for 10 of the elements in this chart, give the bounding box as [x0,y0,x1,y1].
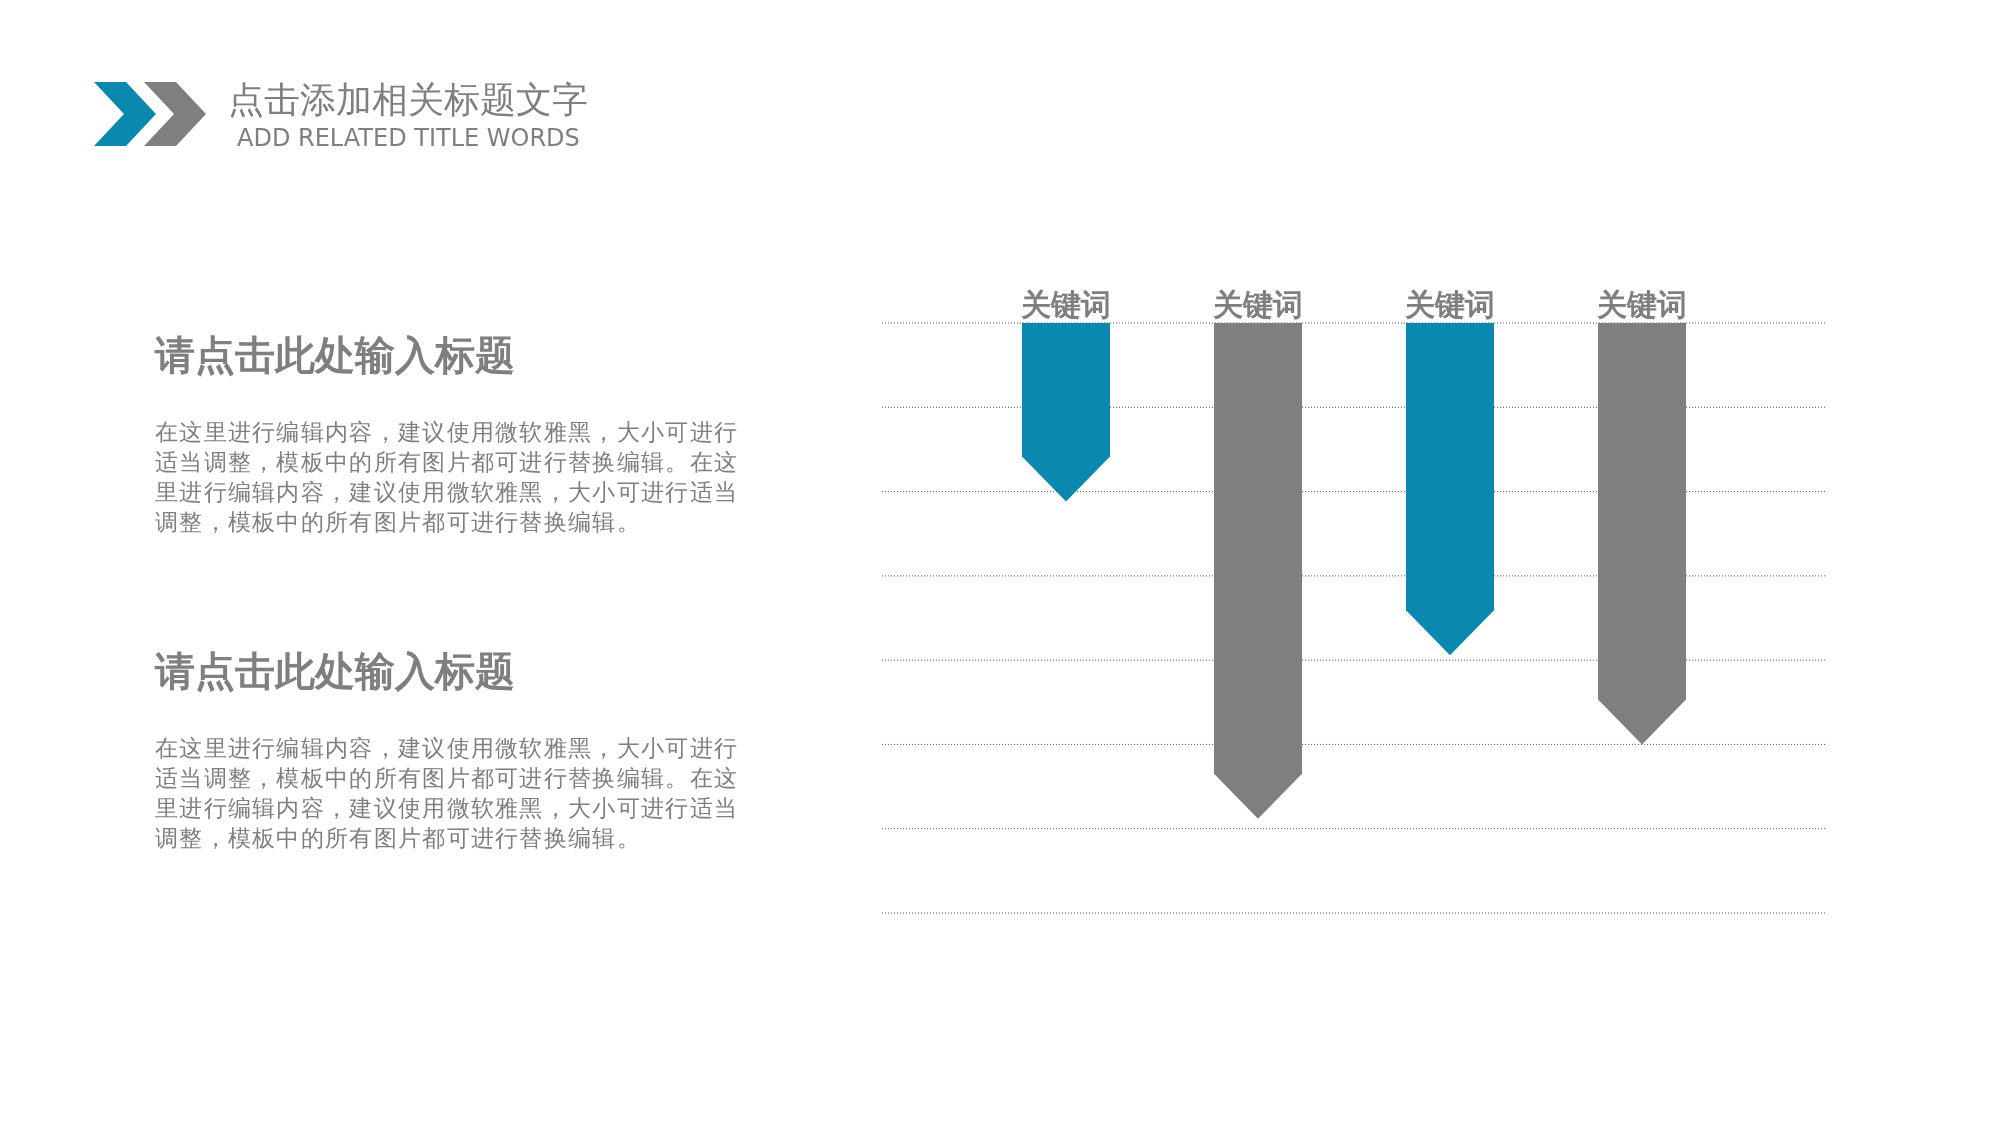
x-tick-label: 关键词 [1020,287,1111,322]
text: 点击添加相关标题文字 [228,78,588,122]
text: 在这里进行编辑内容，建议使用微软雅黑，大小可进行适当调整，模板中的所有图片都可进行替换编辑。在这里进行编辑内容，建议使用微软雅黑，大小可进行适当调整，模板中的所有图片都可进行替换编辑。 [155,734,740,853]
x-tick-label: 关键词 [1596,287,1687,322]
text: ADD RELATED TITLE WORDS [237,124,580,152]
x-tick-label: 关键词 [1404,287,1495,322]
x-tick-label: 关键词 [1212,287,1303,322]
text: 在这里进行编辑内容，建议使用微软雅黑，大小可进行适当调整，模板中的所有图片都可进行替换编辑。在这里进行编辑内容，建议使用微软雅黑，大小可进行适当调整，模板中的所有图片都可进行替换编辑。 [155,418,740,537]
text: 请点击此处输入标题 [155,331,516,380]
text: 请点击此处输入标题 [155,647,516,696]
